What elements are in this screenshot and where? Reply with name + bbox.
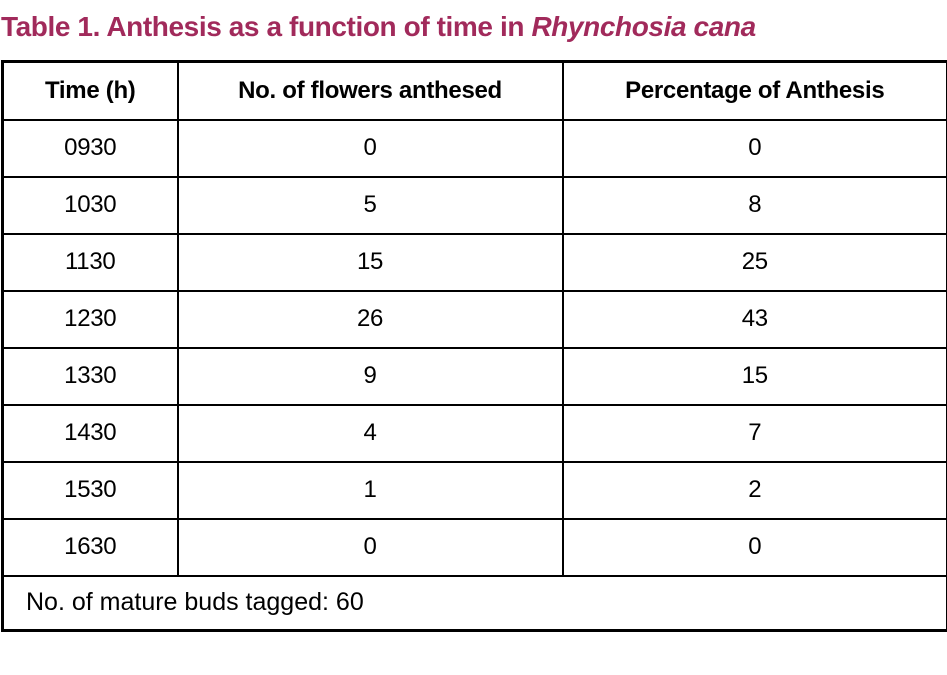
table-cell-flowers: 5: [176, 175, 564, 235]
table-cell-percentage: 8: [561, 175, 947, 235]
table-cell-flowers: 0: [176, 517, 564, 577]
table-cell-flowers: 15: [176, 232, 564, 292]
table-cell-flowers: 9: [176, 346, 564, 406]
table-cell-percentage: 0: [561, 517, 947, 577]
table-cell-flowers: 1: [176, 460, 564, 520]
table-cell-percentage: 15: [561, 346, 947, 406]
table-row: 1630 0 0: [1, 517, 947, 577]
table-cell-time: 1230: [1, 289, 179, 349]
anthesis-table: Time (h) No. of flowers anthesed Percent…: [1, 60, 947, 632]
table-cell-percentage: 0: [561, 118, 947, 178]
table-cell-flowers: 4: [176, 403, 564, 463]
column-header-flowers-anthesed: No. of flowers anthesed: [176, 60, 564, 121]
table-cell-flowers: 26: [176, 289, 564, 349]
table-row: 1530 1 2: [1, 460, 947, 520]
table-row: 1230 26 43: [1, 289, 947, 349]
table-cell-time: 0930: [1, 118, 179, 178]
column-header-percentage-anthesis: Percentage of Anthesis: [561, 60, 947, 121]
table-row: 1330 9 15: [1, 346, 947, 406]
table-title: Table 1. Anthesis as a function of time …: [0, 0, 947, 44]
table-footer-row: No. of mature buds tagged: 60: [1, 574, 947, 632]
table-cell-percentage: 43: [561, 289, 947, 349]
table-row: 1030 5 8: [1, 175, 947, 235]
table-title-species: Rhynchosia cana: [531, 11, 756, 42]
table-cell-time: 1530: [1, 460, 179, 520]
table-cell-time: 1630: [1, 517, 179, 577]
table-row: 1430 4 7: [1, 403, 947, 463]
header-row: Time (h) No. of flowers anthesed Percent…: [1, 60, 947, 121]
table-cell-flowers: 0: [176, 118, 564, 178]
column-header-time: Time (h): [1, 60, 179, 121]
table-cell-time: 1030: [1, 175, 179, 235]
table-cell-percentage: 2: [561, 460, 947, 520]
table-row: 1130 15 25: [1, 232, 947, 292]
table-cell-time: 1130: [1, 232, 179, 292]
table-cell-percentage: 25: [561, 232, 947, 292]
table-row: 0930 0 0: [1, 118, 947, 178]
table-cell-time: 1330: [1, 346, 179, 406]
table-cell-percentage: 7: [561, 403, 947, 463]
table-cell-time: 1430: [1, 403, 179, 463]
table-title-prefix: Table 1. Anthesis as a function of time …: [1, 11, 532, 42]
table-footer-note: No. of mature buds tagged: 60: [1, 574, 947, 632]
